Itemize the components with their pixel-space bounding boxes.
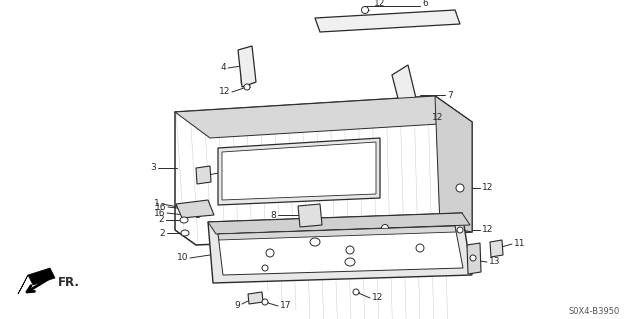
Polygon shape xyxy=(467,243,481,274)
Polygon shape xyxy=(28,268,55,285)
Polygon shape xyxy=(18,275,28,294)
Polygon shape xyxy=(176,200,214,218)
Circle shape xyxy=(262,265,268,271)
Polygon shape xyxy=(208,213,470,234)
Circle shape xyxy=(456,184,464,192)
Circle shape xyxy=(353,289,359,295)
Circle shape xyxy=(381,225,388,232)
Text: 12: 12 xyxy=(219,87,230,97)
Text: 13: 13 xyxy=(489,257,500,266)
Text: 11: 11 xyxy=(514,240,525,249)
Circle shape xyxy=(362,6,369,13)
Text: 10: 10 xyxy=(177,254,188,263)
Polygon shape xyxy=(298,204,322,227)
Circle shape xyxy=(195,205,200,211)
Text: 16: 16 xyxy=(154,203,166,211)
Text: 4: 4 xyxy=(220,63,226,72)
Circle shape xyxy=(266,249,274,257)
Text: 12: 12 xyxy=(372,293,383,302)
Circle shape xyxy=(416,244,424,252)
Polygon shape xyxy=(392,65,420,122)
Polygon shape xyxy=(315,10,460,32)
Circle shape xyxy=(346,246,354,254)
Polygon shape xyxy=(175,96,472,245)
Polygon shape xyxy=(218,138,380,205)
Text: 16: 16 xyxy=(154,209,165,218)
Text: 15: 15 xyxy=(334,234,346,242)
Text: 12: 12 xyxy=(374,0,385,9)
Text: 14: 14 xyxy=(400,224,412,233)
Polygon shape xyxy=(218,226,463,275)
Ellipse shape xyxy=(310,238,320,246)
Ellipse shape xyxy=(181,230,189,236)
Polygon shape xyxy=(208,213,472,283)
Text: 17: 17 xyxy=(280,301,291,310)
Text: 5: 5 xyxy=(226,167,232,176)
Polygon shape xyxy=(248,292,263,304)
Circle shape xyxy=(195,212,200,218)
Circle shape xyxy=(470,255,476,261)
Polygon shape xyxy=(238,46,256,87)
Ellipse shape xyxy=(345,258,355,266)
Circle shape xyxy=(457,227,463,233)
Text: 7: 7 xyxy=(447,91,452,100)
Text: 3: 3 xyxy=(150,164,156,173)
Text: S0X4-B3950: S0X4-B3950 xyxy=(569,308,620,316)
Text: 15: 15 xyxy=(323,261,335,270)
Polygon shape xyxy=(435,96,472,232)
Text: 8: 8 xyxy=(270,211,276,219)
Text: 12: 12 xyxy=(432,114,444,122)
Polygon shape xyxy=(490,240,503,257)
Polygon shape xyxy=(222,142,376,200)
Text: 6: 6 xyxy=(422,0,428,9)
Text: 1: 1 xyxy=(154,199,160,209)
Text: FR.: FR. xyxy=(58,276,80,288)
Text: 2: 2 xyxy=(159,228,165,238)
Polygon shape xyxy=(218,226,456,240)
Circle shape xyxy=(244,84,250,90)
Text: 12: 12 xyxy=(482,183,493,192)
Text: 2: 2 xyxy=(158,216,164,225)
Polygon shape xyxy=(175,96,472,138)
Text: 12: 12 xyxy=(482,226,493,234)
Ellipse shape xyxy=(180,217,188,223)
Text: 9: 9 xyxy=(234,300,240,309)
Polygon shape xyxy=(196,166,211,184)
Circle shape xyxy=(262,299,268,305)
